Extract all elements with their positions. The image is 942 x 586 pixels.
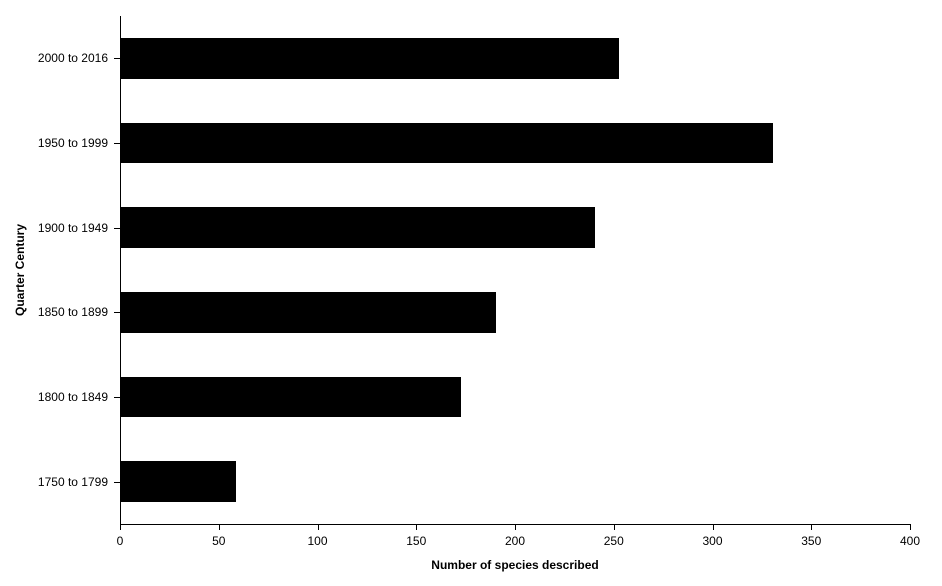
x-tick-label: 250 (604, 534, 624, 548)
x-tick (811, 524, 812, 530)
y-axis-line (120, 16, 121, 524)
x-tick-label: 100 (307, 534, 327, 548)
y-tick (114, 228, 120, 229)
x-tick (614, 524, 615, 530)
x-tick (318, 524, 319, 530)
x-tick-label: 300 (702, 534, 722, 548)
x-axis-label: Number of species described (431, 558, 598, 572)
y-tick (114, 58, 120, 59)
x-tick-label: 50 (212, 534, 225, 548)
x-tick (910, 524, 911, 530)
y-tick-label: 1950 to 1999 (38, 136, 108, 150)
x-tick (120, 524, 121, 530)
y-tick-label: 1800 to 1849 (38, 390, 108, 404)
y-tick (114, 312, 120, 313)
bar (121, 123, 773, 164)
bar (121, 461, 236, 502)
x-tick (416, 524, 417, 530)
x-tick (219, 524, 220, 530)
bar (121, 207, 595, 248)
species-chart: Quarter Century Number of species descri… (0, 0, 942, 586)
y-tick (114, 482, 120, 483)
x-tick (515, 524, 516, 530)
bar (121, 292, 496, 333)
y-tick-label: 1750 to 1799 (38, 475, 108, 489)
x-tick-label: 350 (801, 534, 821, 548)
x-tick (713, 524, 714, 530)
x-tick-label: 400 (900, 534, 920, 548)
plot-area (120, 16, 910, 524)
y-tick-label: 2000 to 2016 (38, 51, 108, 65)
x-tick-label: 0 (117, 534, 124, 548)
bar (121, 377, 461, 418)
y-tick-label: 1850 to 1899 (38, 305, 108, 319)
y-tick (114, 397, 120, 398)
x-tick-label: 150 (406, 534, 426, 548)
x-tick-label: 200 (505, 534, 525, 548)
bar (121, 38, 619, 79)
y-tick (114, 143, 120, 144)
y-axis-label: Quarter Century (13, 224, 27, 316)
y-tick-label: 1900 to 1949 (38, 221, 108, 235)
